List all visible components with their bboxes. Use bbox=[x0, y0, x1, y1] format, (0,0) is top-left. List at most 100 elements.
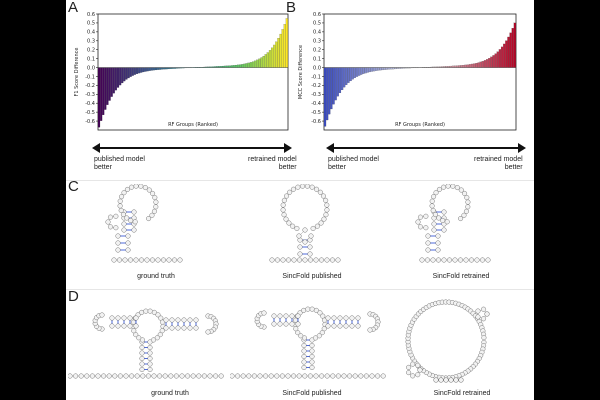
nucleotide bbox=[296, 257, 303, 263]
bar bbox=[273, 44, 276, 68]
nucleotide bbox=[330, 373, 336, 379]
nucleotide bbox=[218, 373, 224, 379]
nucleotide bbox=[271, 321, 277, 327]
bar bbox=[490, 56, 493, 68]
bar bbox=[167, 67, 170, 70]
nucleotide bbox=[207, 373, 213, 379]
divider-ab-c bbox=[66, 180, 534, 181]
bar bbox=[483, 60, 487, 68]
structure-c-sincfold-published bbox=[269, 184, 341, 263]
nucleotide bbox=[441, 257, 447, 263]
nucleotide bbox=[301, 364, 307, 371]
nucleotide bbox=[296, 373, 302, 379]
nucleotide bbox=[285, 257, 292, 263]
y-tick-label: 0.1 bbox=[313, 56, 321, 62]
nucleotide bbox=[287, 189, 293, 195]
caption-d-sincfold-retrained: SincFold retrained bbox=[433, 390, 491, 397]
bar bbox=[475, 63, 478, 68]
bar bbox=[150, 67, 153, 71]
bar bbox=[123, 67, 126, 82]
nucleotide bbox=[480, 306, 487, 312]
nucleotide bbox=[436, 215, 442, 221]
nucleotide bbox=[121, 323, 127, 329]
nucleotide bbox=[152, 194, 158, 201]
nucleotide bbox=[151, 309, 157, 315]
nucleotide bbox=[147, 366, 153, 373]
bar bbox=[165, 67, 168, 70]
bar bbox=[447, 66, 450, 68]
bar bbox=[507, 36, 510, 68]
y-tick-label: -0.3 bbox=[85, 92, 95, 98]
y-tick-label: 0.6 bbox=[87, 12, 95, 18]
nucleotide bbox=[131, 328, 137, 334]
bar bbox=[334, 67, 337, 101]
nucleotide bbox=[121, 315, 127, 321]
nucleotide bbox=[463, 257, 469, 263]
nucleotide bbox=[425, 233, 431, 239]
nucleotide bbox=[484, 311, 490, 317]
bar bbox=[323, 67, 327, 127]
bar bbox=[235, 64, 238, 68]
bar bbox=[285, 18, 288, 68]
bar bbox=[249, 62, 253, 68]
nucleotide bbox=[310, 225, 316, 232]
nucleotide bbox=[406, 370, 412, 376]
structure-d-sincfold-published bbox=[230, 306, 386, 379]
nucleotide bbox=[324, 202, 330, 208]
bar bbox=[233, 65, 236, 68]
nucleotide bbox=[157, 332, 163, 338]
bar bbox=[154, 67, 158, 71]
arrow-b-right-line2: better bbox=[504, 164, 523, 171]
y-tick-label: 0.5 bbox=[87, 21, 95, 27]
nucleotide bbox=[485, 257, 491, 263]
bar bbox=[252, 61, 255, 68]
nucleotide bbox=[289, 313, 295, 319]
nucleotide bbox=[190, 373, 196, 379]
nucleotide bbox=[146, 216, 152, 222]
nucleotide bbox=[111, 257, 117, 263]
bar bbox=[135, 67, 139, 74]
bar bbox=[146, 67, 149, 72]
nucleotide bbox=[307, 251, 313, 257]
nucleotide bbox=[246, 373, 252, 379]
nucleotide bbox=[313, 307, 319, 313]
bar bbox=[375, 67, 378, 71]
nucleotide bbox=[302, 373, 308, 379]
bar bbox=[148, 67, 151, 71]
panel-label-d: D bbox=[68, 288, 79, 305]
nucleotide bbox=[147, 361, 153, 367]
nucleotide bbox=[331, 323, 337, 329]
y-tick-label: 0.0 bbox=[313, 65, 321, 71]
nucleotide bbox=[193, 317, 199, 323]
bar bbox=[366, 67, 369, 73]
nucleotide bbox=[441, 209, 447, 215]
bar bbox=[387, 67, 391, 70]
nucleotide bbox=[317, 189, 323, 195]
y-tick-label: -0.1 bbox=[311, 74, 321, 80]
nucleotide bbox=[314, 223, 320, 229]
y-tick-label: 0.6 bbox=[313, 12, 321, 18]
nucleotide bbox=[105, 219, 111, 225]
figure: A B C D 0.6 0.5 0.4 0.3 0.2 0.1 0.0 -0.1 -0.2 -0.… bbox=[66, 0, 534, 400]
bar bbox=[283, 24, 286, 68]
nucleotide bbox=[331, 315, 337, 321]
bar bbox=[462, 65, 465, 68]
nucleotide bbox=[277, 313, 283, 319]
nucleotide bbox=[453, 377, 459, 383]
nucleotide bbox=[133, 323, 139, 329]
arrow-a-left-label: published model better bbox=[94, 156, 145, 172]
nucleotide bbox=[304, 184, 310, 189]
bar bbox=[481, 61, 484, 68]
nucleotide bbox=[443, 377, 449, 383]
nucleotide bbox=[283, 313, 289, 319]
nucleotide bbox=[153, 199, 159, 205]
bar bbox=[108, 67, 111, 101]
nucleotide bbox=[73, 373, 79, 379]
nucleotide bbox=[309, 359, 315, 365]
bar bbox=[268, 50, 272, 68]
y-axis-label: F1 Score Difference bbox=[74, 47, 80, 96]
nucleotide bbox=[201, 373, 207, 379]
nucleotide bbox=[300, 184, 306, 189]
nucleotide bbox=[147, 355, 153, 362]
y-tick-label: 0.4 bbox=[313, 30, 321, 36]
